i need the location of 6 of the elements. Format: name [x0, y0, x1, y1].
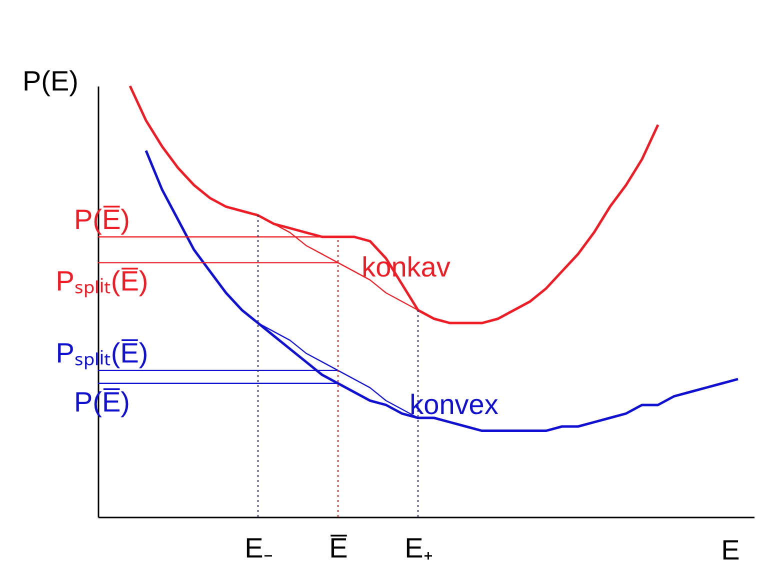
x-tick-label: E₊: [404, 532, 432, 564]
x-tick-label: E₋: [244, 532, 272, 564]
x-axis-title: E: [721, 534, 740, 566]
y-axis-title: P(E): [22, 66, 78, 96]
x-tick-label: E̅: [329, 532, 348, 564]
series-label: konvex: [410, 389, 498, 420]
